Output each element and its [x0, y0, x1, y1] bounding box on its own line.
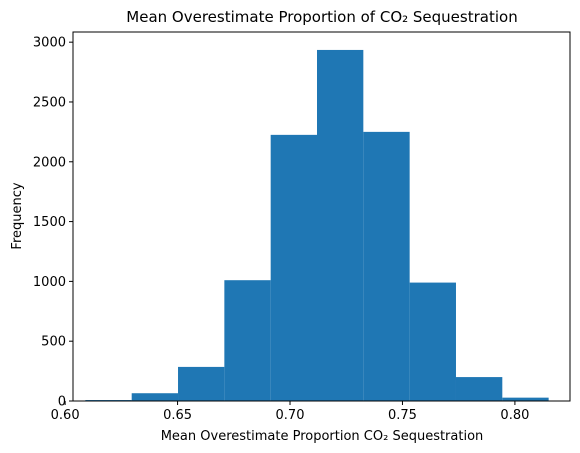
histogram-bar-8 — [409, 282, 456, 401]
x-tick-label: 0.75 — [388, 408, 417, 423]
y-tick-label: 0 — [58, 395, 66, 410]
x-axis-label: Mean Overestimate Proportion CO₂ Sequest… — [161, 429, 484, 444]
y-tick-label: 3000 — [33, 36, 66, 51]
y-tick-label: 2000 — [33, 155, 66, 170]
histogram-bar-5 — [270, 134, 318, 401]
y-tick-label: 1000 — [33, 275, 66, 290]
y-tick-label: 2500 — [33, 95, 66, 110]
x-tick-label: 0.70 — [276, 408, 305, 423]
axes-group: 0.60 0.65 0.70 0.75 0.80 0 500 1000 1500 2000 2500… — [33, 31, 571, 423]
y-tick-label: 1500 — [33, 215, 66, 230]
x-tick-label: 0.65 — [163, 408, 192, 423]
histogram-bar-2 — [131, 393, 179, 401]
plot-frame — [72, 31, 571, 402]
histogram-bar-4 — [224, 280, 271, 401]
histogram-bar-9 — [455, 377, 503, 401]
chart-title: Mean Overestimate Proportion of CO₂ Sequ… — [126, 8, 517, 26]
y-tick-label: 500 — [41, 335, 66, 350]
histogram-bar-6 — [317, 49, 364, 402]
histogram-bar-3 — [178, 366, 225, 401]
x-tick-label: 0.60 — [51, 408, 80, 423]
histogram-bar-10 — [502, 397, 549, 401]
bars-group — [85, 49, 549, 402]
x-tick-label: 0.80 — [500, 408, 529, 423]
histogram-bar-7 — [363, 131, 410, 402]
y-axis-label: Frequency — [10, 182, 25, 249]
